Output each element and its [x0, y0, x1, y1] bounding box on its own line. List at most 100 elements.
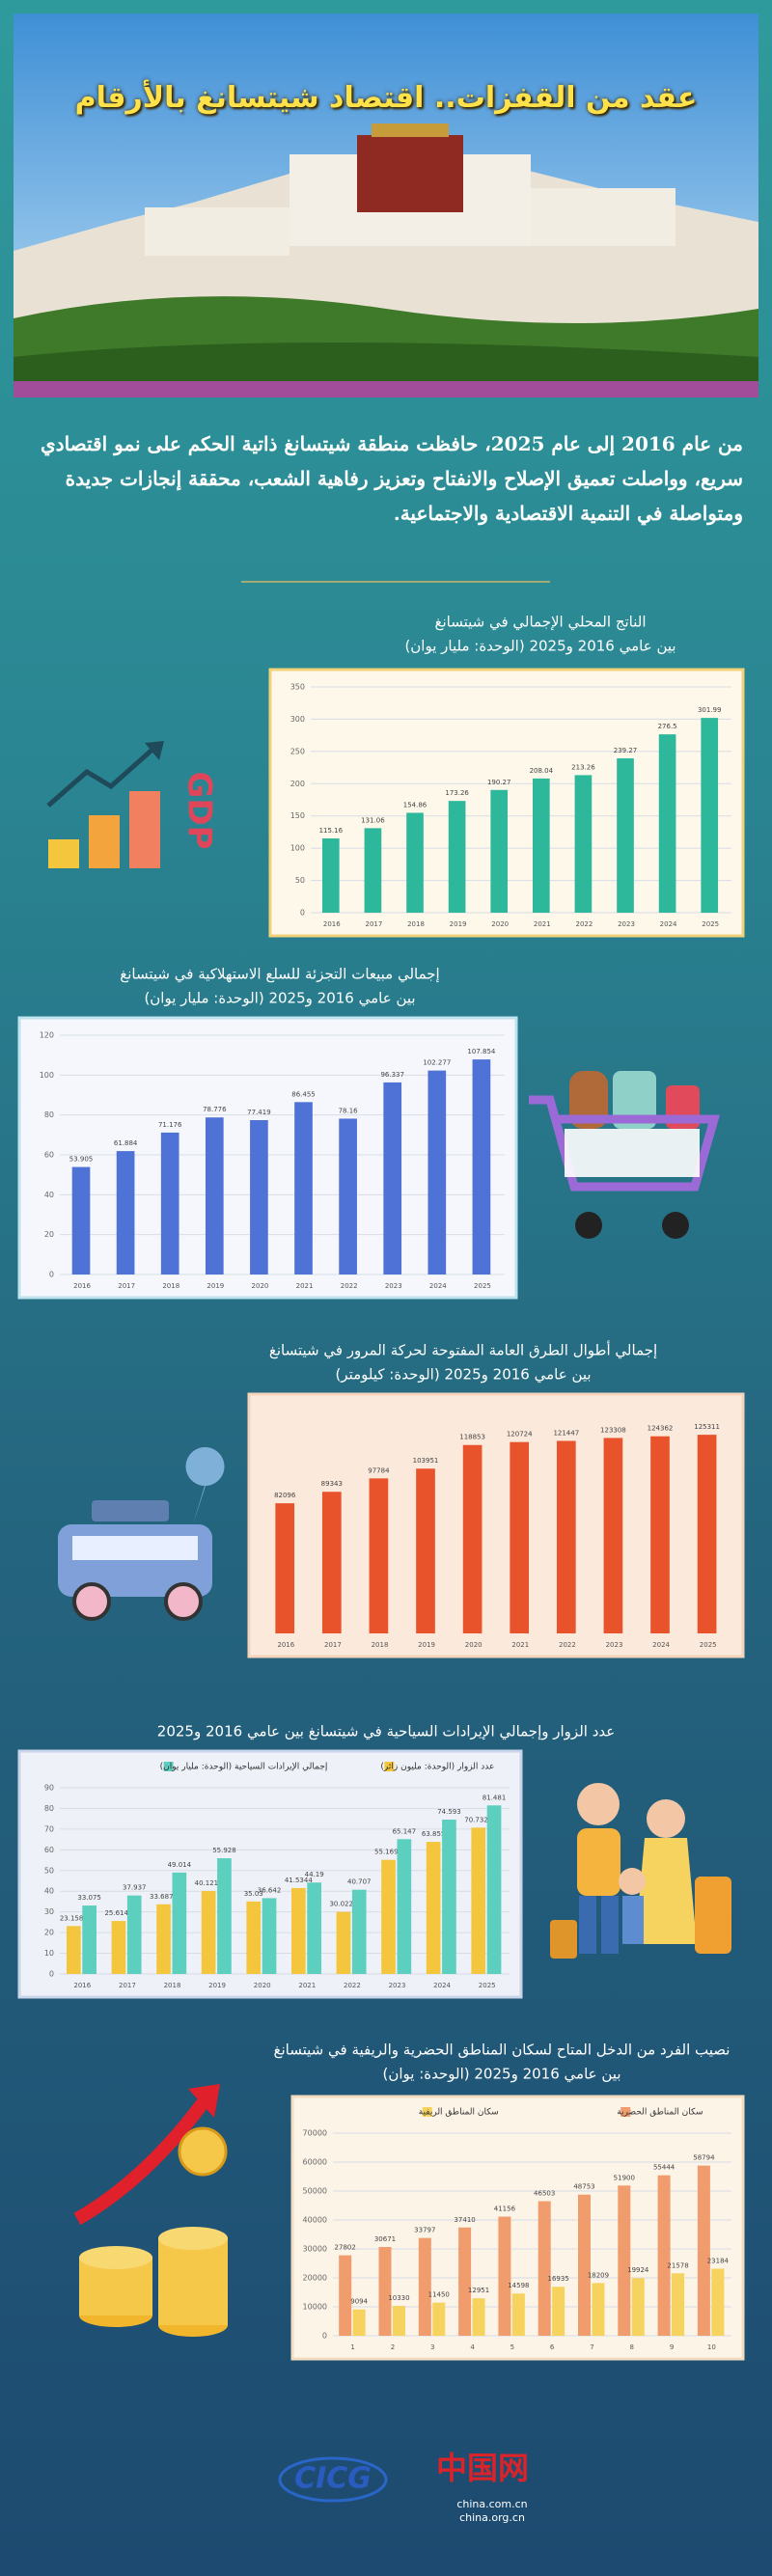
y-tick-label: 90	[44, 1784, 54, 1793]
x-tick-label: 2023	[618, 920, 635, 928]
y-tick-label: 100	[40, 1071, 54, 1080]
x-tick-label: 2021	[534, 920, 551, 928]
y-tick-label: 40000	[303, 2216, 327, 2225]
x-tick-label: 2017	[324, 1641, 342, 1649]
page-title: عقد من القفزات.. اقتصاد شيتسانغ بالأرقام	[74, 81, 698, 115]
legend-label: سكان المناطق الحضرية	[617, 2108, 703, 2118]
bar	[556, 1440, 576, 1633]
y-tick-label: 20	[44, 1929, 54, 1937]
bar	[432, 2302, 446, 2336]
bar	[250, 1120, 268, 1274]
bar	[381, 1859, 396, 1974]
x-tick-label: 2018	[162, 1282, 179, 1290]
y-tick-label: 30000	[303, 2245, 327, 2254]
value-label: 21578	[667, 2261, 688, 2269]
value-label: 11450	[428, 2291, 450, 2299]
bar	[418, 2237, 431, 2336]
value-label: 154.86	[403, 801, 427, 808]
coins-icon	[73, 2084, 228, 2337]
value-label: 40.1215	[195, 1879, 223, 1887]
value-label: 78.776	[203, 1106, 227, 1113]
y-tick-label: 70	[44, 1824, 54, 1833]
bar	[262, 1898, 277, 1974]
bar	[383, 1082, 402, 1274]
bar	[486, 1805, 502, 1974]
value-label: 78.16	[339, 1107, 359, 1114]
bar	[275, 1503, 295, 1633]
x-tick-label: 2017	[365, 920, 382, 928]
y-tick-label: 60	[44, 1151, 54, 1160]
bar	[472, 1059, 491, 1274]
x-tick-label: 2019	[208, 1982, 226, 1989]
bar	[427, 1070, 447, 1274]
bar	[701, 718, 719, 913]
value-label: 115.16	[319, 827, 344, 835]
value-label: 55.928	[212, 1847, 236, 1854]
bar	[592, 2283, 605, 2336]
bar	[697, 1435, 717, 1633]
x-tick-label: 2025	[700, 1641, 717, 1649]
bar	[172, 1872, 187, 1974]
y-tick-label: 80	[44, 1804, 54, 1813]
bar	[552, 2287, 565, 2336]
x-tick-label: 2021	[511, 1641, 529, 1649]
legend-label: عدد الزوار (الوحدة: مليون زائر)	[380, 1763, 494, 1772]
x-tick-label: 1	[350, 2343, 354, 2351]
bar	[618, 2185, 631, 2336]
intro-text: من عام 2016 إلى عام 2025، حافظت منطقة شي…	[41, 432, 743, 525]
bar	[336, 1911, 351, 1974]
x-tick-label: 2024	[429, 1282, 447, 1290]
y-tick-label: 120	[40, 1031, 54, 1040]
legend-swatch	[620, 2107, 631, 2117]
bar	[339, 1118, 357, 1274]
value-label: 123308	[600, 1426, 626, 1434]
x-tick-label: 2022	[575, 920, 593, 928]
x-tick-label: 2016	[323, 920, 341, 928]
bar	[471, 1827, 486, 1974]
x-tick-label: 2018	[407, 920, 425, 928]
bar	[82, 1905, 96, 1974]
x-tick-label: 2018	[372, 1641, 389, 1649]
footer-logo: CICG	[294, 2462, 372, 2496]
bar	[364, 828, 382, 913]
bar	[369, 1478, 389, 1633]
chart-title: إجمالي مبيعات التجزئة للسلع الاستهلاكية …	[120, 966, 439, 984]
bar	[574, 775, 593, 913]
footer: CICG 中国网 china.com.cn china.org.cn	[278, 2450, 529, 2524]
value-label: 103951	[413, 1457, 439, 1465]
value-label: 25.6143	[104, 1909, 132, 1917]
value-label: 27802	[335, 2244, 356, 2252]
x-tick-label: 5	[510, 2343, 514, 2351]
x-tick-label: 10	[707, 2343, 716, 2351]
x-tick-label: 2019	[207, 1282, 224, 1290]
y-tick-label: 0	[49, 1970, 54, 1979]
bar	[650, 1436, 670, 1633]
y-tick-label: 200	[290, 780, 305, 788]
y-tick-label: 0	[300, 909, 305, 918]
value-label: 36.642	[258, 1886, 282, 1894]
value-label: 276.5	[658, 723, 677, 730]
value-label: 23.1584	[60, 1914, 88, 1922]
x-tick-label: 2023	[606, 1641, 623, 1649]
value-label: 124362	[648, 1425, 674, 1433]
value-label: 190.27	[487, 779, 511, 786]
bar	[426, 1842, 441, 1974]
x-tick-label: 9	[670, 2343, 674, 2351]
bar	[657, 2175, 671, 2336]
legend-swatch	[422, 2107, 432, 2117]
value-label: 118853	[459, 1434, 485, 1441]
gdp-label: GDP	[180, 771, 219, 849]
value-label: 14598	[508, 2282, 529, 2289]
y-tick-label: 250	[290, 747, 305, 755]
x-tick-label: 2020	[254, 1982, 271, 1989]
bar	[577, 2194, 592, 2336]
bar	[416, 1468, 435, 1633]
bar	[406, 812, 424, 913]
y-tick-label: 20000	[303, 2274, 327, 2283]
bar	[116, 1151, 135, 1274]
y-tick-label: 20	[44, 1230, 54, 1239]
y-tick-label: 50000	[303, 2187, 327, 2196]
bar	[160, 1132, 179, 1274]
